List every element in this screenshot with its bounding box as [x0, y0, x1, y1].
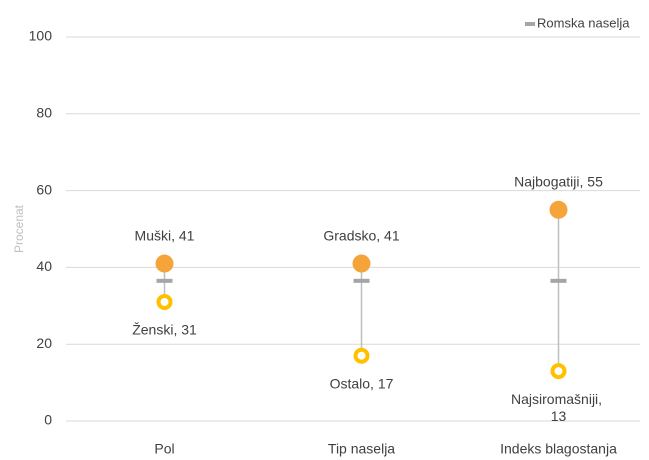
y-tick-label: 0: [44, 412, 52, 428]
legend-swatch: [525, 22, 535, 26]
x-tick-label: Tip naselja: [328, 441, 395, 457]
y-tick-label: 80: [36, 105, 52, 121]
low-dot: [353, 347, 370, 364]
y-tick-label: 60: [36, 181, 52, 197]
high-dot: [155, 254, 174, 273]
data-label: Najsiromašniji, 13: [511, 391, 606, 424]
legend-label: Romska naselja: [537, 15, 630, 30]
x-tick-label: Indeks blagostanja: [500, 441, 617, 457]
data-label: Najbogatiji, 55: [514, 174, 603, 190]
average-mark: [156, 278, 173, 283]
y-axis-label: Procenat: [12, 204, 26, 253]
data-label: Ostalo, 17: [330, 375, 394, 391]
high-dot: [549, 200, 568, 219]
data-label: Gradsko, 41: [323, 227, 399, 243]
data-label-line: 13: [551, 408, 567, 424]
data-label-line: Najsiromašniji,: [511, 391, 606, 407]
y-tick-label: 20: [36, 335, 52, 351]
x-tick-label: Pol: [154, 441, 174, 457]
low-dot: [156, 293, 173, 310]
y-tick-label: 100: [29, 28, 53, 44]
y-tick-label: 40: [36, 258, 52, 274]
low-dot: [550, 363, 567, 380]
data-label: Muški, 41: [135, 227, 195, 243]
average-mark: [353, 278, 370, 283]
high-dot: [352, 254, 371, 273]
data-label: Ženski, 31: [132, 322, 197, 338]
average-mark: [550, 278, 567, 283]
